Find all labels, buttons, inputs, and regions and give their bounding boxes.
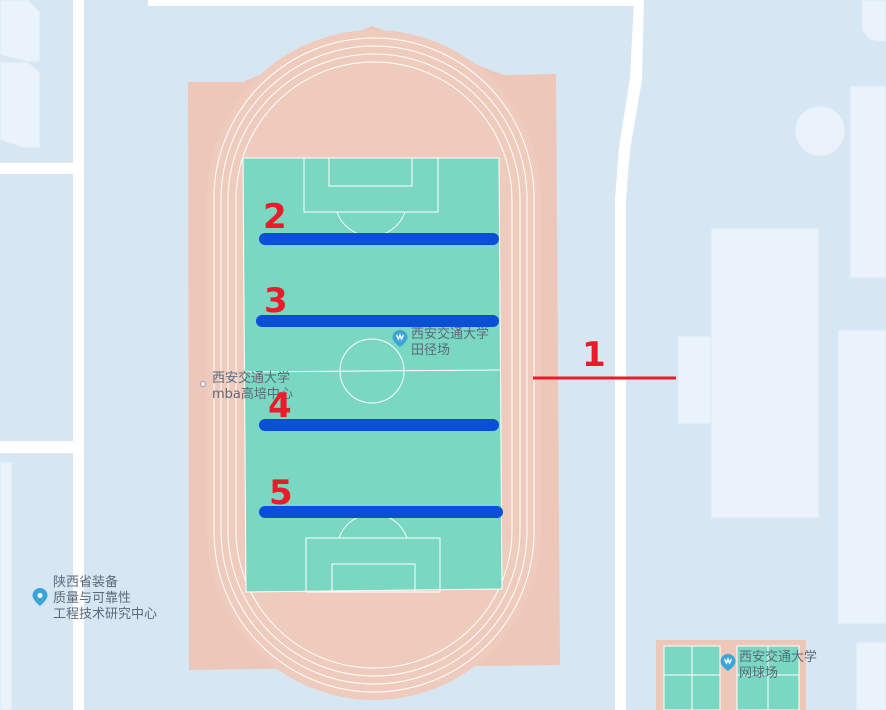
poi-track-field-line2: 田径场: [411, 343, 451, 358]
marker-label-2: 2: [263, 197, 287, 237]
poi-track-field-line1: 西安交通大学: [411, 327, 490, 342]
building-e-1: [849, 85, 886, 279]
poi-track-field[interactable]: 西安交通大学 田径场: [411, 327, 489, 359]
tennis-court-area: [656, 640, 806, 710]
poi-quality-center-line1: 陕西省装备: [53, 575, 119, 590]
marker-label-3: 3: [264, 281, 288, 321]
poi-tennis-court[interactable]: 西安交通大学 网球场: [739, 650, 817, 682]
building-nw-1: [0, 0, 41, 63]
building-east-main: [710, 227, 820, 519]
road-west-upper: [0, 163, 76, 174]
building-nw-2: [0, 61, 41, 149]
poi-quality-center[interactable]: 陕西省装备 质量与可靠性 工程技术研究中心: [53, 575, 157, 623]
poi-tennis-court-line2: 网球场: [739, 666, 779, 681]
poi-tennis-court-line1: 西安交通大学: [739, 650, 818, 665]
building-se: [855, 641, 886, 710]
poi-mba-center-line1: 西安交通大学: [212, 371, 291, 386]
stadium: [188, 26, 560, 700]
poi-quality-center-line2: 质量与可靠性: [53, 591, 132, 606]
road-west-vertical: [73, 0, 84, 710]
track-lane-1: [213, 37, 535, 693]
road-east-curved: [615, 0, 644, 710]
building-w-lower: [0, 461, 13, 710]
building-e-2: [837, 329, 886, 625]
map-pin-icon[interactable]: [32, 588, 48, 606]
road-network: [0, 0, 644, 710]
poi-mba-center-line2: mba高培中心: [212, 387, 293, 402]
road-north: [148, 0, 636, 6]
dot-icon[interactable]: [200, 381, 206, 387]
sports-venue-icon[interactable]: [720, 654, 736, 671]
building-ne-corner: [861, 0, 886, 43]
road-west-lower: [0, 441, 76, 453]
building-round: [794, 105, 846, 157]
building-east-annex: [677, 335, 712, 425]
marker-label-4: 4: [268, 386, 292, 426]
track-lane-4: [235, 61, 513, 669]
track-lane-3: [227, 53, 521, 677]
track-lane-2: [220, 45, 528, 685]
poi-quality-center-line3: 工程技术研究中心: [53, 607, 158, 622]
marker-label-5: 5: [269, 473, 293, 513]
annotation-lines: [256, 233, 676, 518]
poi-mba-center[interactable]: 西安交通大学 mba高培中心: [212, 371, 293, 403]
marker-label-1: 1: [582, 335, 606, 375]
sports-venue-icon[interactable]: [392, 330, 408, 347]
